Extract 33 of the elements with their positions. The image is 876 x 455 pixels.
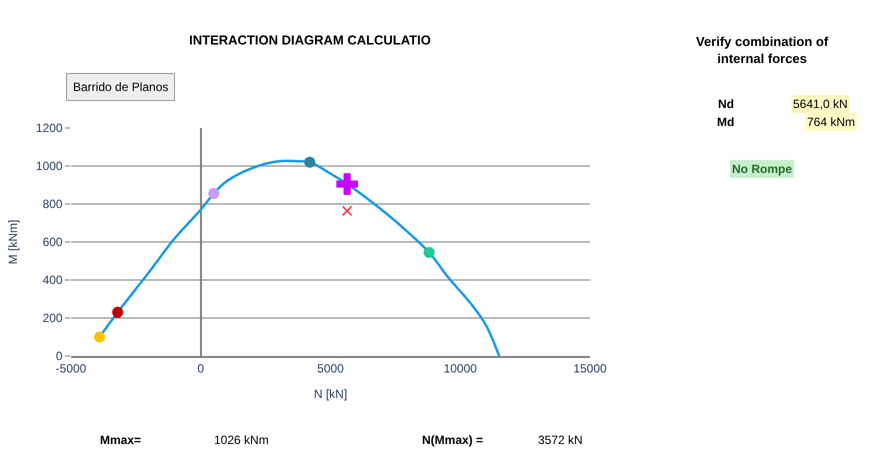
x-tick-label: 10000	[444, 361, 478, 376]
y-tick-label: 800	[42, 197, 63, 212]
x-axis-title: N [kN]	[314, 386, 348, 401]
point	[304, 156, 316, 168]
x-tick-label: -5000	[56, 361, 87, 376]
y-tick-label: 1000	[36, 159, 63, 174]
point	[94, 332, 106, 342]
point	[336, 173, 358, 195]
text: Nd	[718, 97, 734, 111]
text: Barrido de Planos	[73, 80, 168, 94]
text: Mmax=	[100, 433, 142, 447]
x-tick-label: 5000	[317, 361, 344, 376]
point	[208, 188, 220, 200]
y-axis-title: M [kNm]	[6, 220, 20, 264]
point	[112, 306, 124, 318]
text: 1026 kNm	[214, 433, 269, 447]
text: 3572 kN	[538, 433, 583, 447]
text: 764 kNm	[807, 115, 856, 129]
x-tick-label: 0	[197, 361, 204, 376]
text: Verify combination of internal forces	[696, 34, 829, 66]
y-tick-label: 0	[56, 349, 63, 364]
text: 5641,0 kN	[793, 97, 848, 111]
x-tick-label: 15000	[573, 361, 608, 376]
y-tick-label: 1200	[36, 121, 63, 136]
point	[424, 246, 435, 258]
text: Md	[717, 115, 734, 129]
chart-title: INTERACTION DIAGRAM CALCULATIO	[189, 32, 431, 48]
text: No Rompe	[732, 162, 792, 176]
y-tick-label: 600	[42, 235, 63, 250]
y-tick-label: 400	[42, 273, 63, 288]
y-tick-label: 200	[42, 311, 63, 326]
text: N(Mmax) =	[422, 433, 484, 447]
point	[342, 206, 352, 216]
